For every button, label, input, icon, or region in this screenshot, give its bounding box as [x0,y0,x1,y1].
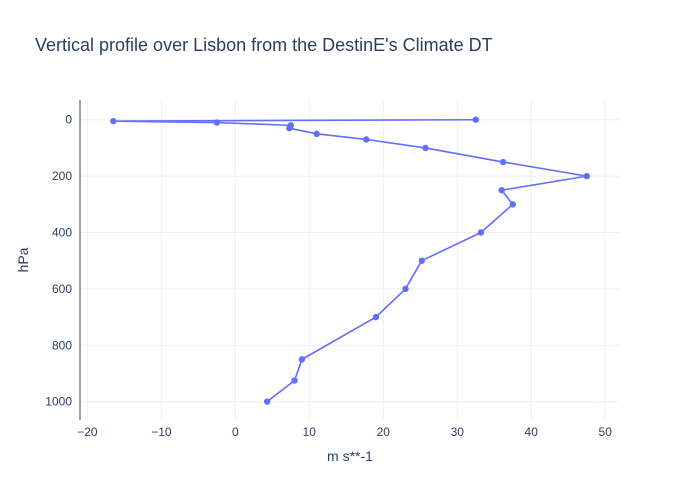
data-point[interactable] [422,144,429,152]
y-tick-label: 800 [52,338,72,352]
data-point[interactable] [313,130,320,138]
data-point[interactable] [110,117,117,125]
data-point[interactable] [286,124,293,132]
data-point[interactable] [263,398,271,405]
y-tick-label: 0 [65,113,72,127]
data-point[interactable] [472,116,479,123]
data-point[interactable] [372,313,380,321]
data-point[interactable] [213,119,221,126]
x-tick-label: −10 [151,425,172,439]
data-point[interactable] [298,356,306,363]
data-point[interactable] [509,201,516,208]
y-tick-label: 400 [52,226,72,240]
x-tick-label: 30 [451,425,465,439]
data-point[interactable] [583,172,590,180]
x-tick-label: 0 [232,425,239,439]
y-axis-title: hPa [15,247,31,272]
x-tick-label: 40 [525,425,539,439]
data-point[interactable] [402,285,409,293]
y-tick-label: 600 [52,282,72,296]
data-point[interactable] [418,257,425,264]
x-axis-title: m s**-1 [327,448,373,464]
y-tick-label: 200 [52,169,72,183]
x-tick-layer: −20 −10 0 10 20 30 40 50 [77,425,612,439]
data-point[interactable] [363,136,370,143]
data-point[interactable] [498,187,505,194]
y-tick-layer: 0 200 400 600 800 1000 [45,113,72,409]
data-point[interactable] [291,377,298,384]
series-layer [110,116,590,405]
x-tick-label: 50 [599,425,613,439]
data-point[interactable] [499,158,507,166]
x-tick-label: −20 [77,425,98,439]
x-tick-label: 10 [303,425,317,439]
x-tick-label: 20 [377,425,391,439]
y-tick-label: 1000 [45,395,72,409]
data-point[interactable] [477,229,485,236]
chart-title: Vertical profile over Lisbon from the De… [35,35,493,55]
